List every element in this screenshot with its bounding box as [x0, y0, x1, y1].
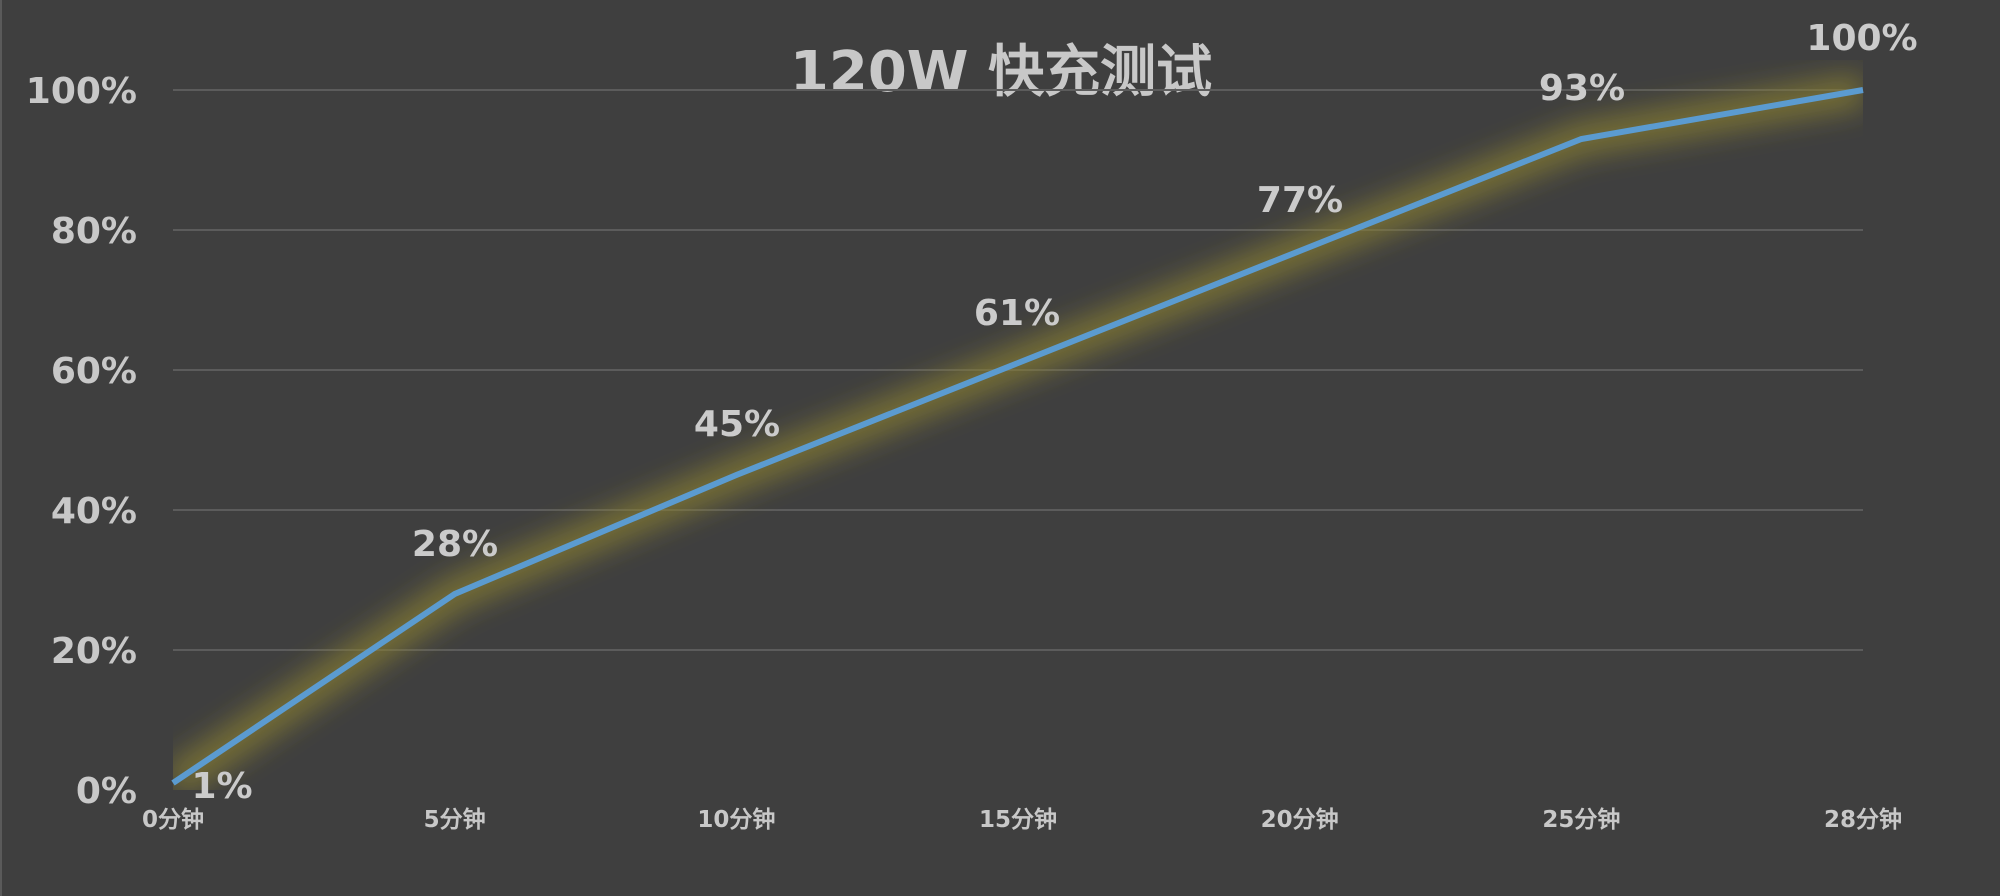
series-line — [171, 87, 1864, 786]
x-tick-label: 5分钟 — [424, 807, 486, 833]
y-tick-label: 80% — [51, 211, 137, 252]
data-labels: 1% 28% 45% 61% 77% 93% 100% — [191, 18, 1917, 807]
data-label: 77% — [1257, 180, 1343, 221]
data-label: 45% — [694, 404, 780, 445]
x-tick-label: 15分钟 — [979, 807, 1057, 833]
x-tick-label: 28分钟 — [1824, 807, 1902, 833]
chart-title: 120W 快充测试 — [790, 40, 1212, 105]
data-label: 28% — [412, 524, 498, 565]
data-label: 1% — [191, 766, 252, 807]
y-tick-label: 100% — [26, 71, 137, 112]
x-tick-label: 25分钟 — [1542, 807, 1620, 833]
y-tick-label: 60% — [51, 351, 137, 392]
x-tick-label: 10分钟 — [697, 807, 775, 833]
data-label: 100% — [1806, 18, 1917, 59]
x-axis: 0分钟 5分钟 10分钟 15分钟 20分钟 25分钟 28分钟 — [142, 807, 1902, 833]
data-label: 93% — [1539, 68, 1625, 109]
x-tick-label: 20分钟 — [1261, 807, 1339, 833]
y-tick-label: 20% — [51, 631, 137, 672]
y-tick-label: 40% — [51, 491, 137, 532]
y-tick-label: 0% — [76, 771, 137, 812]
data-label: 61% — [974, 293, 1060, 334]
series-glow — [173, 73, 1863, 790]
x-tick-label: 0分钟 — [142, 807, 204, 833]
y-axis: 0% 20% 40% 60% 80% 100% — [26, 71, 137, 812]
